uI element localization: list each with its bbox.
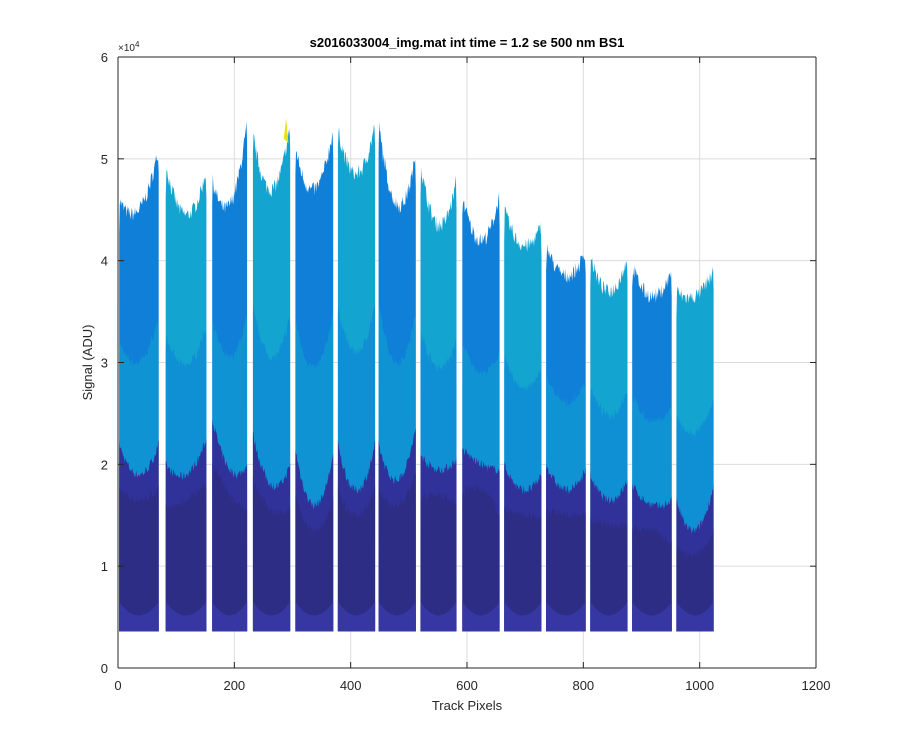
- axes: [117, 56, 817, 669]
- track-bottom-band: [165, 601, 207, 632]
- track-mid-area: [212, 313, 248, 479]
- y-tick-label: 4: [101, 254, 108, 269]
- track-lower-core: [119, 485, 159, 632]
- y-exponent-label: ×104: [118, 40, 140, 54]
- x-tick-label: 1000: [685, 678, 714, 693]
- chart-title: s2016033004_img.mat int time = 1.2 se 50…: [310, 35, 625, 50]
- track-mid-area: [337, 305, 376, 494]
- y-tick-label: 2: [101, 457, 108, 472]
- track-mid-area: [252, 303, 291, 491]
- x-tick-label: 200: [223, 678, 245, 693]
- track-bottom-band: [590, 601, 628, 632]
- track-8: [420, 167, 457, 632]
- x-tick-label: 1200: [802, 678, 831, 693]
- track-areas: [119, 118, 714, 632]
- track-9: [462, 192, 500, 632]
- peak-highlight: [283, 118, 289, 144]
- track-bottom-band: [295, 601, 334, 632]
- y-tick-label: 1: [101, 559, 108, 574]
- track-bottom-band: [378, 601, 416, 632]
- track-mid-area: [378, 303, 416, 484]
- track-lower-core: [165, 482, 207, 632]
- track-lower-core: [632, 524, 672, 632]
- track-lower-core: [212, 463, 248, 632]
- track-bottom-band: [676, 601, 714, 632]
- x-tick-label: 400: [340, 678, 362, 693]
- track-bottom-band: [546, 601, 586, 632]
- track-mid-area: [676, 398, 714, 535]
- track-bottom-band: [212, 601, 248, 632]
- y-tick-labels: 0 1 2 3 4 5 6: [101, 50, 108, 676]
- track-lower-core: [378, 473, 416, 632]
- track-10: [504, 206, 542, 632]
- track-lower-core: [295, 495, 334, 632]
- track-11: [546, 243, 586, 632]
- x-tick-label: 0: [114, 678, 121, 693]
- track-bottom-band: [119, 601, 159, 632]
- track-1: [119, 155, 159, 632]
- track-mid-area: [504, 355, 542, 495]
- track-mid-area: [462, 344, 500, 474]
- x-axis-label: Track Pixels: [432, 698, 503, 713]
- track-13: [632, 265, 672, 632]
- y-axis-label: Signal (ADU): [80, 325, 95, 401]
- track-lower-core: [546, 507, 586, 632]
- track-lower-core: [462, 483, 500, 632]
- track-7: [378, 121, 416, 632]
- x-tick-label: 800: [572, 678, 594, 693]
- track-mid-area: [165, 330, 207, 480]
- track-bottom-band: [420, 601, 457, 632]
- track-bottom-band: [252, 601, 291, 632]
- track-mid-area: [420, 332, 457, 474]
- x-tick-labels: 0 200 400 600 800 1000 1200: [114, 678, 830, 693]
- track-3: [212, 121, 248, 632]
- track-bottom-band: [462, 601, 500, 632]
- track-bottom-band: [337, 601, 376, 632]
- track-14: [676, 266, 714, 632]
- y-tick-label: 3: [101, 356, 108, 371]
- track-mid-area: [119, 320, 159, 478]
- track-4: [252, 128, 291, 632]
- track-mid-area: [632, 395, 672, 510]
- track-5: [295, 131, 334, 632]
- track-6: [337, 124, 376, 632]
- y-tick-label: 6: [101, 50, 108, 65]
- track-lower-core: [504, 505, 542, 632]
- y-tick-label: 0: [101, 661, 108, 676]
- track-lower-core: [420, 490, 457, 632]
- y-exponent-power: 4: [135, 40, 140, 49]
- track-12: [590, 257, 628, 632]
- track-bottom-band: [504, 601, 542, 632]
- y-tick-label: 5: [101, 152, 108, 167]
- track-bottom-band: [632, 601, 672, 632]
- track-lower-core: [590, 516, 628, 632]
- track-lower-core: [252, 476, 291, 632]
- track-lower-core: [337, 484, 376, 632]
- track-mid-area: [546, 375, 586, 494]
- track-lower-core: [676, 527, 714, 632]
- track-2: [165, 169, 207, 632]
- track-mid-area: [295, 314, 334, 510]
- x-tick-label: 600: [456, 678, 478, 693]
- track-mid-area: [590, 388, 628, 505]
